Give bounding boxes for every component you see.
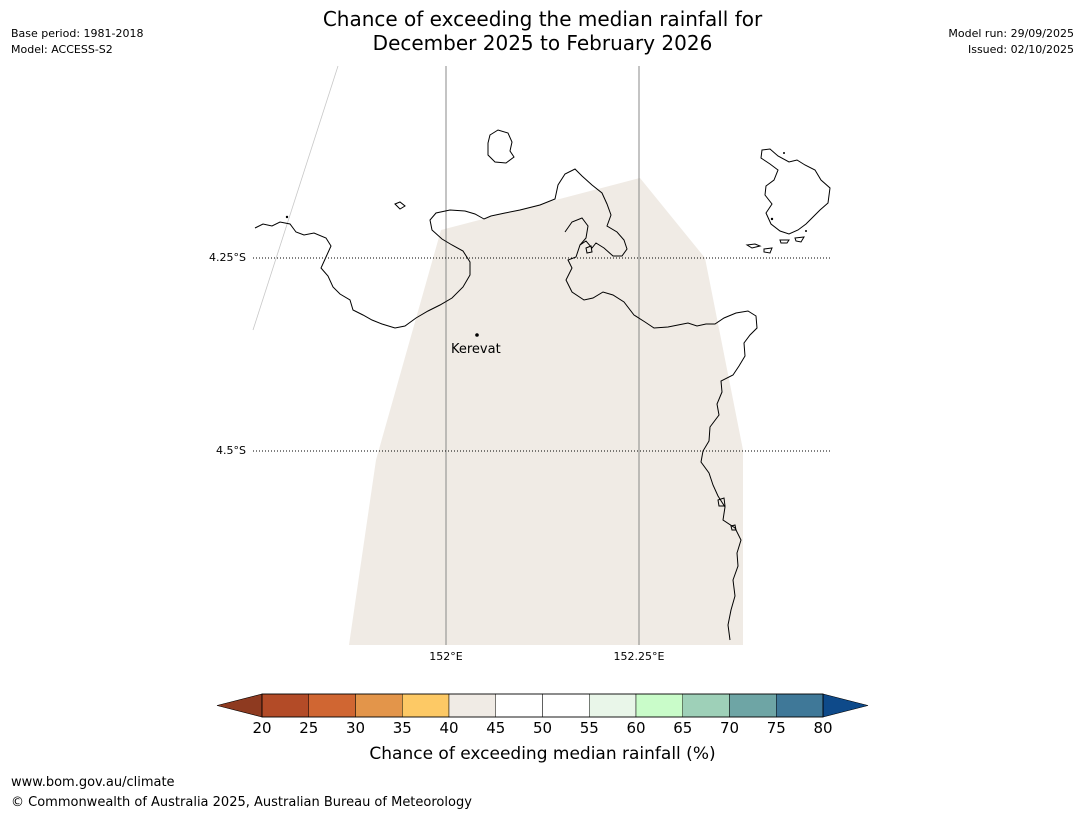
colorbar-bin-30-35 bbox=[355, 693, 403, 718]
coastline-north-island bbox=[487, 129, 515, 164]
colorbar-bin-65-70 bbox=[682, 693, 730, 718]
colorbar-tick-40: 40 bbox=[439, 719, 459, 737]
colorbar-title: Chance of exceeding median rainfall (%) bbox=[369, 744, 716, 764]
model-run-text: Model run: 29/09/2025 bbox=[948, 27, 1074, 40]
footer-url[interactable]: www.bom.gov.au/climate bbox=[11, 775, 175, 790]
colorbar-bin-45-50 bbox=[495, 693, 543, 718]
issued-text: Issued: 02/10/2025 bbox=[967, 43, 1074, 56]
colorbar-tick-65: 65 bbox=[673, 719, 693, 737]
colorbar-under-arrow bbox=[216, 693, 263, 718]
coastline-small-islet bbox=[394, 201, 406, 210]
title-line-2: December 2025 to February 2026 bbox=[372, 31, 713, 55]
coastline-group bbox=[254, 129, 831, 641]
colorbar-bin-70-75 bbox=[729, 693, 777, 718]
colorbar-tick-45: 45 bbox=[486, 719, 506, 737]
colorbar-tick-80: 80 bbox=[813, 719, 833, 737]
colorbar-bin-25-30 bbox=[308, 693, 356, 718]
coastline-inner-bay bbox=[564, 217, 589, 246]
colorbar-tick-35: 35 bbox=[392, 719, 412, 737]
colorbar-tick-30: 30 bbox=[345, 719, 366, 737]
lon-label-152-25E: 152.25°E bbox=[613, 650, 665, 663]
colorbar-tick-25: 25 bbox=[299, 719, 319, 737]
coastline-gazelle-peninsula bbox=[254, 168, 758, 641]
model-text: Model: ACCESS-S2 bbox=[11, 43, 113, 56]
coastline-islet-b bbox=[763, 247, 773, 254]
forecast-region-fill bbox=[349, 178, 743, 645]
title-line-1: Chance of exceeding the median rainfall … bbox=[322, 7, 763, 31]
map-frame-edge bbox=[252, 65, 339, 331]
base-period-text: Base period: 1981-2018 bbox=[11, 27, 144, 40]
coastline-islet-a bbox=[745, 243, 762, 249]
colorbar-tick-70: 70 bbox=[719, 719, 740, 737]
coastline-islet-d bbox=[794, 236, 805, 243]
colorbar-over-arrow bbox=[822, 693, 869, 718]
meta-right: Model run: 29/09/2025 Issued: 02/10/2025 bbox=[948, 26, 1074, 58]
place-label-kerevat: Kerevat bbox=[451, 342, 501, 357]
coastline-dot-3 bbox=[770, 217, 774, 221]
coastline-dot-1 bbox=[285, 215, 289, 219]
colorbar-tick-20: 20 bbox=[252, 719, 272, 737]
coastline-dot-4 bbox=[805, 230, 807, 232]
colorbar-bin-20-25 bbox=[261, 693, 309, 718]
coastline-duke-of-york-islands bbox=[760, 148, 831, 235]
lat-label-4-25S: 4.25°S bbox=[209, 251, 246, 264]
coastline-islet-c bbox=[779, 239, 790, 244]
kerevat-marker bbox=[475, 333, 479, 337]
coastline-islet-f bbox=[730, 524, 737, 531]
lat-label-4-5S: 4.5°S bbox=[216, 444, 246, 457]
meta-left: Base period: 1981-2018 Model: ACCESS-S2 bbox=[11, 26, 143, 58]
colorbar-tick-75: 75 bbox=[766, 719, 786, 737]
colorbar-bin-50-55 bbox=[542, 693, 590, 718]
colorbar bbox=[216, 693, 869, 718]
colorbar-bin-40-45 bbox=[448, 693, 496, 718]
footer-copyright: © Commonwealth of Australia 2025, Austra… bbox=[11, 795, 472, 810]
coastline-islet-e bbox=[717, 497, 726, 507]
coastline-dot-2 bbox=[783, 152, 785, 154]
colorbar-bin-35-40 bbox=[402, 693, 450, 718]
colorbar-bin-75-80 bbox=[776, 693, 824, 718]
colorbar-tick-55: 55 bbox=[579, 719, 599, 737]
colorbar-outline bbox=[261, 693, 824, 718]
coastline-islet-g bbox=[585, 245, 593, 254]
colorbar-tick-60: 60 bbox=[626, 719, 646, 737]
colorbar-bin-55-60 bbox=[589, 693, 637, 718]
colorbar-tick-50: 50 bbox=[532, 719, 553, 737]
lon-label-152E: 152°E bbox=[429, 650, 463, 663]
map-title: Chance of exceeding the median rainfall … bbox=[0, 7, 1085, 55]
colorbar-bin-60-65 bbox=[635, 693, 683, 718]
